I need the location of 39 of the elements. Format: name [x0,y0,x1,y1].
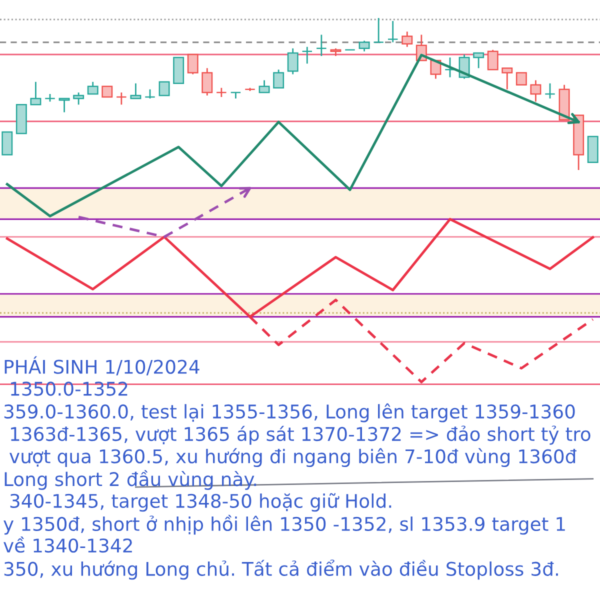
candlestick [502,67,513,90]
annotation: 1350.0-1352 [11,382,128,396]
candlestick [302,46,313,64]
candlestick [187,54,198,75]
annotation: 359.0-1360.0, test lại 1355-1356, Long lên target 1359-1360 [4,403,575,422]
candlestick [87,81,98,95]
candlestick [516,72,527,86]
candlestick [358,40,370,52]
candlestick [316,34,327,57]
candlestick [158,81,170,96]
candlestick [487,49,498,70]
candlestick [544,82,556,100]
candlestick [30,81,42,106]
candlestick [73,92,84,106]
candlestick [258,80,270,94]
annotation: PHÁI SINH 1/10/2024 [4,356,200,376]
candlestick [230,92,242,100]
candlestick [473,52,484,69]
text: 340-1345, target 1348-50 hoặc giữ Hold. [10,493,392,512]
candlestick [216,87,227,98]
text: y 1350đ, short ở nhịp hồi lên 1350 -1352, sl 1353.9 target 1 [4,514,565,535]
candlestick [530,80,542,102]
candlestick [444,56,456,78]
candlestick [402,30,413,48]
candlestick [373,17,384,43]
candlestick [58,98,70,113]
text: 350, xu hướng Long chủ. Tất cả điểm vào điều Stoploss 3đ. [4,560,558,580]
text: về 1340-1342 [4,536,132,553]
candlestick [2,131,13,156]
candlestick [287,48,298,75]
candlestick [102,86,113,98]
candlestick [387,20,398,43]
candlestick [144,88,156,100]
candlestick [202,67,213,96]
annotation: 1363đ-1365, vượt 1365 áp sát 1370-1372 => đảo short tỷ tro [11,426,590,445]
candlestick [116,92,127,106]
candlestick [130,82,142,100]
candlestick [273,68,284,89]
annotation: vượt qua 1360.5, xu hướng đi ngang biên 7-10đ vùng 1360đ [10,448,576,468]
